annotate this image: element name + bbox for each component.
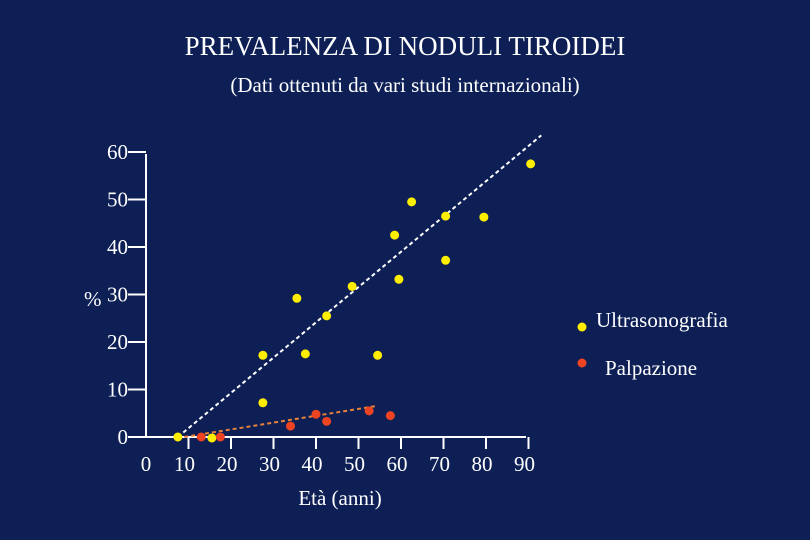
chart-title: PREVALENZA DI NODULI TIROIDEI [185, 31, 626, 61]
point-ultrasonografia [322, 311, 332, 321]
point-ultrasonografia [292, 293, 302, 303]
x-axis-label: Età (anni) [298, 486, 381, 510]
y-ticks: 0 10 20 30 40 50 60 [107, 140, 146, 449]
legend-label-ultrasonografia: Ultrasonografia [596, 308, 728, 332]
y-tick-label: 30 [107, 283, 128, 307]
point-ultrasonografia [441, 211, 451, 221]
point-ultrasonografia [258, 398, 268, 408]
trendline-palpazione [184, 405, 376, 438]
axes [145, 154, 526, 438]
y-tick-label: 40 [107, 235, 128, 259]
point-palpazione [385, 411, 395, 421]
y-tick-label: 50 [107, 188, 128, 212]
y-tick-label: 10 [107, 378, 128, 402]
x-tick-label: 60 [387, 452, 408, 476]
point-ultrasonografia [407, 197, 417, 207]
point-ultrasonografia [390, 230, 400, 240]
point-ultrasonografia [300, 349, 310, 359]
point-ultrasonografia [441, 255, 451, 265]
x-tick-label: 50 [344, 452, 365, 476]
y-tick-label: 20 [107, 330, 128, 354]
x-ticks: 0 10 20 30 40 50 60 70 80 90 [141, 437, 535, 476]
point-ultrasonografia [526, 159, 536, 169]
point-ultrasonografia [207, 433, 217, 443]
x-tick-label: 80 [472, 452, 493, 476]
x-tick-label: 70 [429, 452, 450, 476]
point-palpazione [322, 416, 332, 426]
point-ultrasonografia [373, 350, 383, 360]
point-ultrasonografia [479, 212, 489, 222]
x-tick-label: 0 [141, 452, 152, 476]
point-palpazione [215, 432, 225, 442]
y-axis-label: % [84, 287, 102, 311]
point-palpazione [286, 421, 295, 431]
point-palpazione [311, 409, 321, 419]
point-palpazione [364, 406, 374, 416]
y-tick-label: 60 [107, 140, 128, 164]
legend-swatch-ultrasonografia [577, 322, 587, 332]
legend-swatch-palpazione [577, 358, 587, 368]
x-tick-label: 10 [174, 452, 195, 476]
point-ultrasonografia [173, 432, 183, 442]
x-tick-label: 20 [217, 452, 238, 476]
point-palpazione [196, 432, 206, 442]
y-tick-label: 0 [118, 425, 129, 449]
point-ultrasonografia [258, 350, 268, 360]
x-tick-label: 90 [514, 452, 535, 476]
data-points [173, 159, 536, 443]
x-tick-label: 40 [302, 452, 323, 476]
chart-subtitle: (Dati ottenuti da vari studi internazion… [230, 73, 579, 97]
trendline-ultrasonografia [177, 134, 542, 438]
trendlines [177, 134, 542, 438]
x-tick-label: 30 [259, 452, 280, 476]
legend-label-palpazione: Palpazione [605, 356, 697, 380]
point-ultrasonografia [394, 274, 404, 284]
point-ultrasonografia [347, 281, 357, 291]
legend: Ultrasonografia Palpazione [577, 308, 728, 380]
